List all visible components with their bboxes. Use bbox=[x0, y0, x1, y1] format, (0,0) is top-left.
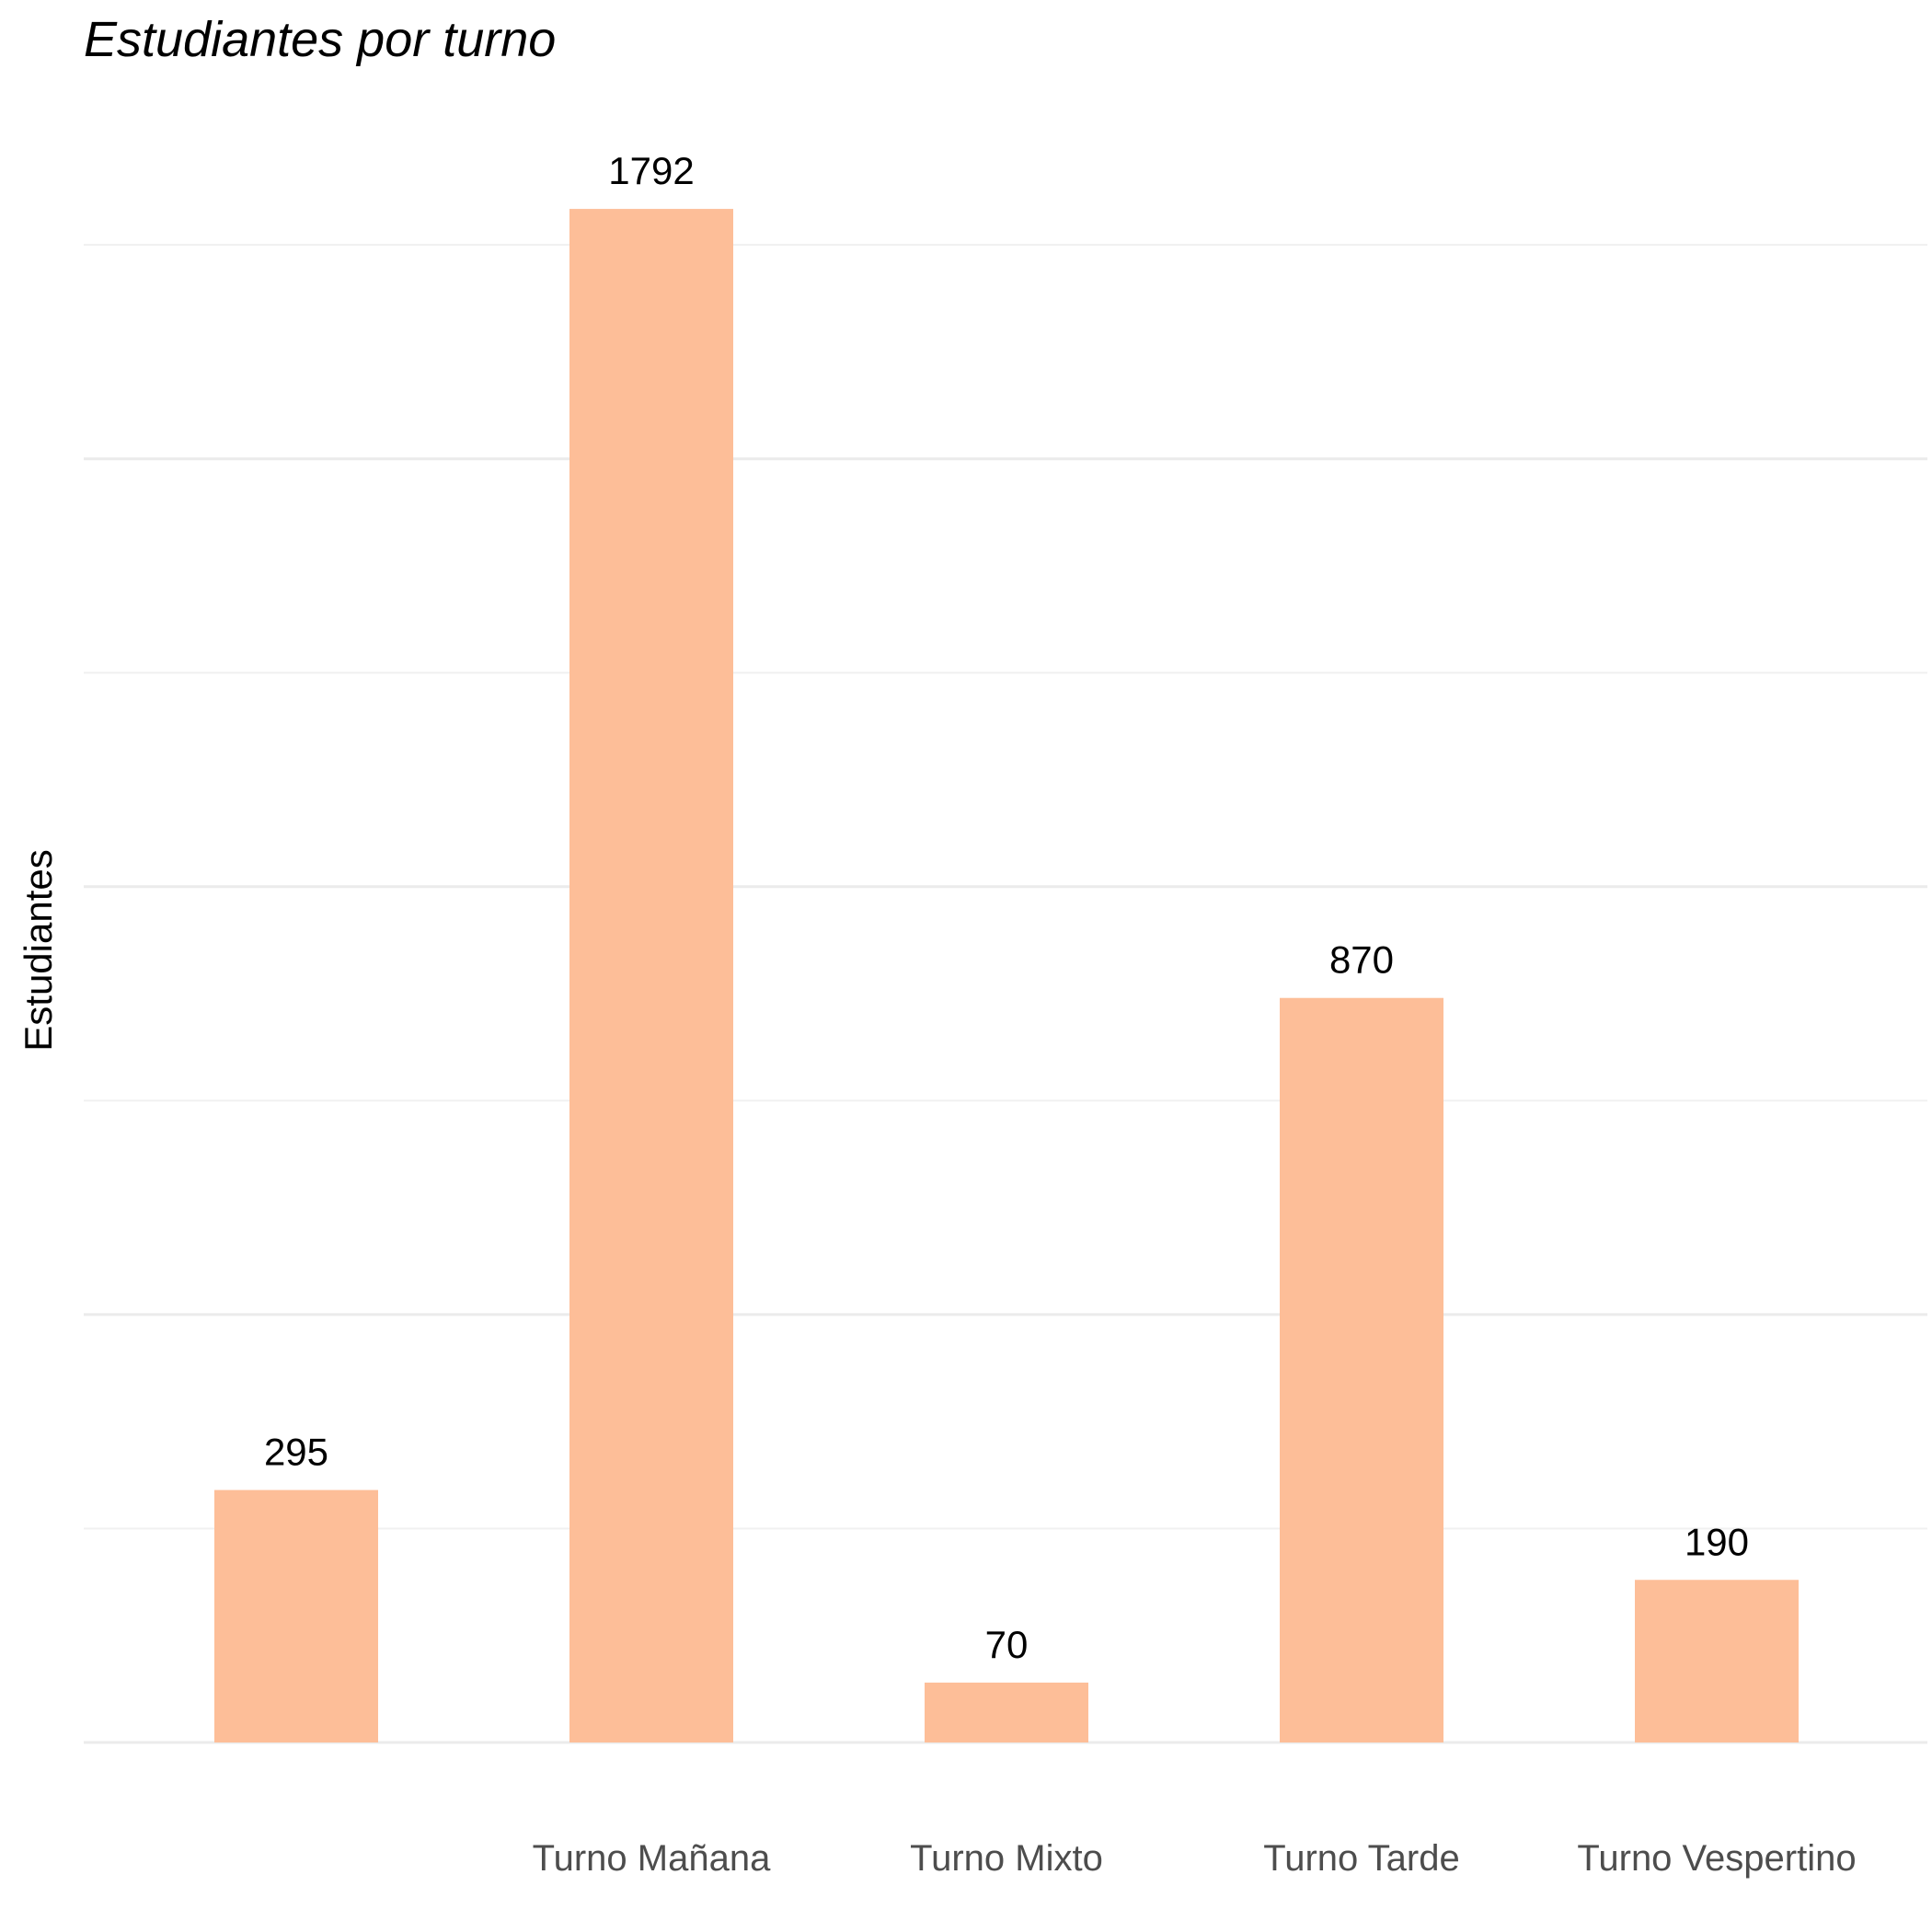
bar-value-labels: 295 1792 70 870 190 bbox=[264, 149, 1749, 1666]
bar bbox=[569, 209, 733, 1743]
bar-value-label: 1792 bbox=[608, 149, 694, 192]
bars bbox=[214, 209, 1799, 1743]
bar-value-label: 190 bbox=[1685, 1520, 1749, 1563]
bar bbox=[1635, 1580, 1799, 1742]
x-axis-tick-labels: Turno Mañana Turno Mixto Turno Tarde Turno … bbox=[533, 1838, 1857, 1879]
bar bbox=[214, 1489, 378, 1742]
bar bbox=[925, 1682, 1088, 1742]
bar-value-label: 70 bbox=[985, 1623, 1029, 1666]
gridlines bbox=[84, 244, 1927, 1744]
x-tick-label: Turno Vespertino bbox=[1577, 1838, 1856, 1879]
bar bbox=[1280, 997, 1443, 1742]
x-tick-label: Turno Tarde bbox=[1263, 1838, 1459, 1879]
y-axis-title: Estudiantes bbox=[17, 849, 60, 1051]
chart-title: Estudiantes por turno bbox=[84, 12, 557, 67]
x-tick-label: Turno Mañana bbox=[533, 1838, 771, 1879]
bar-value-label: 870 bbox=[1329, 938, 1394, 982]
bar-value-label: 295 bbox=[264, 1431, 328, 1474]
x-tick-label: Turno Mixto bbox=[910, 1838, 1103, 1879]
